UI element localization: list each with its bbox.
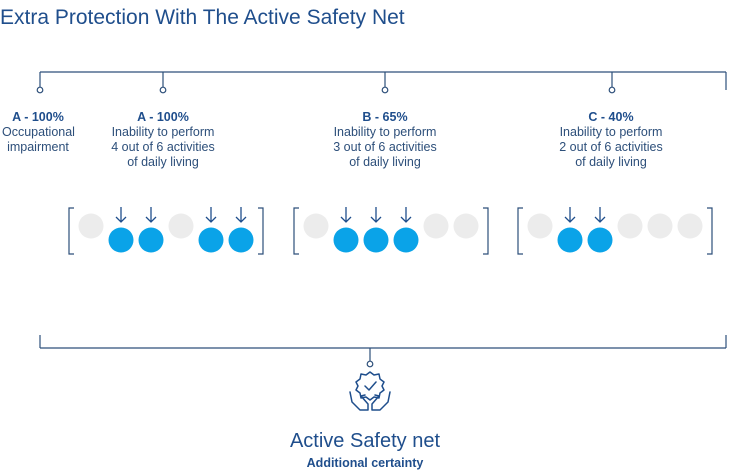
group-line: Inability to perform (333, 125, 437, 139)
activity-group (293, 207, 489, 255)
down-arrow-icon (340, 207, 352, 223)
safety-net-subtitle: Additional certainty (306, 456, 424, 470)
activity-dot-inactive (527, 213, 553, 239)
group-line: of daily living (575, 155, 647, 169)
activity-dot-active (587, 227, 613, 253)
group-label-occupational: A - 100% Occupational impairment (2, 110, 75, 155)
activity-dot-active (333, 227, 359, 253)
activity-dot-active (198, 227, 224, 253)
activity-dot-groups (68, 207, 713, 255)
group-head: B - 65% (362, 110, 408, 124)
activity-dot-inactive (423, 213, 449, 239)
down-arrow-icon (594, 207, 606, 223)
down-arrow-icon (145, 207, 157, 223)
activity-group (517, 207, 713, 255)
bracket-left (293, 207, 299, 255)
bracket-left (68, 207, 74, 255)
group-line: 4 out of 6 activities (111, 140, 215, 154)
activity-dot-active (393, 227, 419, 253)
hands-check-icon (349, 371, 391, 411)
activity-dot-inactive (168, 213, 194, 239)
page-title: Extra Protection With The Active Safety … (0, 6, 405, 29)
top-markers (36, 86, 616, 94)
bracket-right (258, 207, 264, 255)
group-label-b: B - 65% Inability to perform 3 out of 6 … (320, 110, 450, 170)
safety-net-title: Active Safety net (289, 430, 441, 452)
group-line: of daily living (349, 155, 421, 169)
activity-dot-active (228, 227, 254, 253)
group-head: A - 100% (137, 110, 189, 124)
activity-group (68, 207, 264, 255)
bottom-marker (366, 360, 374, 368)
activity-dot-active (138, 227, 164, 253)
group-line: 3 out of 6 activities (333, 140, 437, 154)
activity-dot-active (108, 227, 134, 253)
group-head: A - 100% (12, 110, 64, 124)
activity-dot-inactive (453, 213, 479, 239)
down-arrow-icon (400, 207, 412, 223)
activity-dot-inactive (647, 213, 673, 239)
down-arrow-icon (235, 207, 247, 223)
down-arrow-icon (564, 207, 576, 223)
group-line: of daily living (127, 155, 199, 169)
activity-dot-inactive (677, 213, 703, 239)
activity-dot-active (557, 227, 583, 253)
group-label-a: A - 100% Inability to perform 4 out of 6… (98, 110, 228, 170)
activity-dot-inactive (78, 213, 104, 239)
group-label-c: C - 40% Inability to perform 2 out of 6 … (546, 110, 676, 170)
group-line: Occupational (2, 125, 75, 139)
down-arrow-icon (115, 207, 127, 223)
bottom-bracket (39, 335, 727, 364)
group-head: C - 40% (588, 110, 634, 124)
group-line: Inability to perform (559, 125, 663, 139)
activity-dot-inactive (617, 213, 643, 239)
group-line: Inability to perform (111, 125, 215, 139)
activity-dot-inactive (303, 213, 329, 239)
group-line: 2 out of 6 activities (559, 140, 663, 154)
bracket-left (517, 207, 523, 255)
bracket-right (707, 207, 713, 255)
down-arrow-icon (205, 207, 217, 223)
bracket-right (483, 207, 489, 255)
down-arrow-icon (370, 207, 382, 223)
activity-dot-active (363, 227, 389, 253)
group-line: impairment (7, 140, 69, 154)
